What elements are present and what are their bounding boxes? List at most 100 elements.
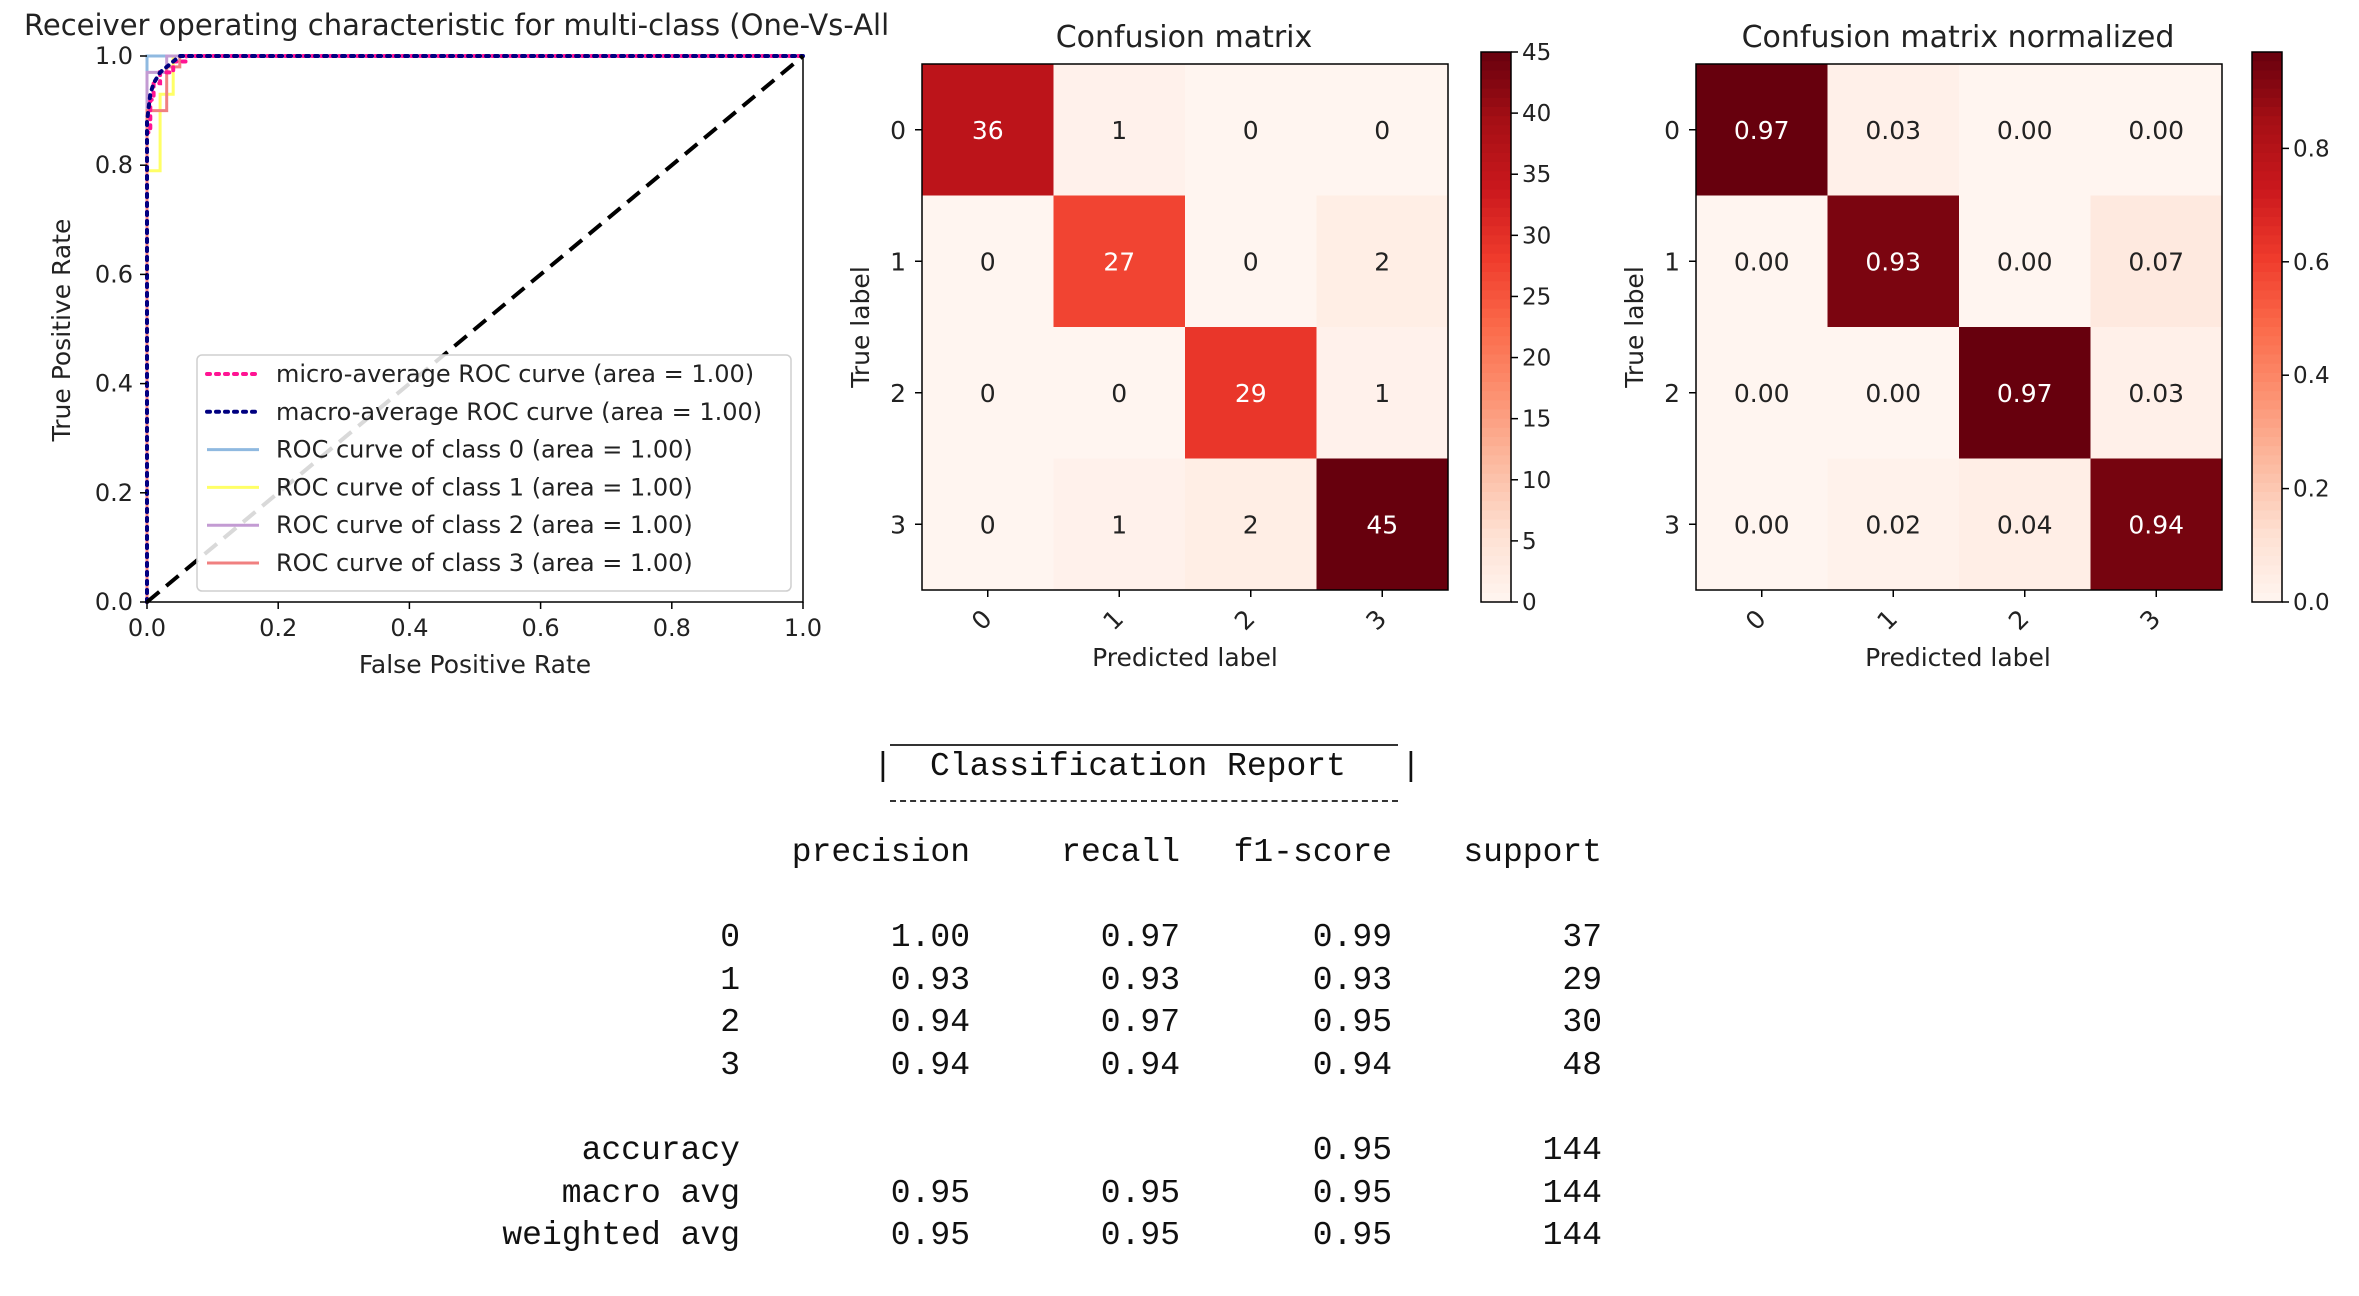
cm-colorbar-segment bbox=[1481, 363, 1511, 374]
cmn-colorbar-segment bbox=[2252, 592, 2282, 603]
cm-cell-label: 0 bbox=[980, 510, 996, 539]
roc-x-label: False Positive Rate bbox=[359, 650, 591, 679]
roc-reference-line bbox=[145, 54, 805, 604]
cmn-cell bbox=[1827, 327, 1960, 459]
cmn-cell-label: 0.00 bbox=[1734, 379, 1790, 408]
cm-colorbar-segment bbox=[1481, 162, 1511, 172]
cm-colorbar-segment bbox=[1481, 473, 1511, 484]
cm-y-label: True label bbox=[846, 266, 875, 389]
roc-y-ticks: 0.0 0.2 0.4 0.6 0.8 1.0 bbox=[95, 42, 147, 616]
cmn-cell bbox=[1959, 64, 2091, 196]
cmn-y-tick-label: 1 bbox=[1664, 247, 1680, 276]
cm-cells: 36 1 0 0 0 27 0 2 0 0 29 1 0 1 2 45 bbox=[922, 64, 1449, 591]
cm-cell-label: 45 bbox=[1366, 510, 1398, 539]
cmn-colorbar-segment bbox=[2252, 52, 2282, 62]
cm-cell-label: 0 bbox=[1374, 116, 1390, 145]
roc-x-tick-label: 0.6 bbox=[522, 614, 560, 642]
cm-colorbar-segment bbox=[1481, 537, 1511, 548]
cmn-colorbar-segment bbox=[2252, 519, 2282, 530]
cmn-colorbar-segment bbox=[2252, 382, 2282, 392]
cmn-colorbar-segment bbox=[2252, 79, 2282, 90]
cmn-colorbar-segment bbox=[2252, 88, 2282, 99]
cm-colorbar-tick-label: 10 bbox=[1522, 468, 1551, 494]
cm-x-tick-label: 3 bbox=[1360, 604, 1392, 636]
cm-colorbar-segment bbox=[1481, 52, 1511, 62]
cm-colorbar-tick-label: 20 bbox=[1522, 346, 1551, 372]
cmn-colorbar-segment bbox=[2252, 455, 2282, 466]
cmn-cells: 0.97 0.03 0.00 0.00 0.00 0.93 0.00 0.07 0.00 0.00… bbox=[1696, 64, 2223, 591]
cm-cell bbox=[1185, 64, 1317, 196]
roc-legend-label-1: macro-average ROC curve (area = 1.00) bbox=[276, 398, 762, 426]
cm-x-tick-label: 2 bbox=[1229, 604, 1261, 636]
cm-frame bbox=[921, 63, 1449, 591]
cm-colorbar-segment bbox=[1481, 409, 1511, 420]
cm-cell-label: 1 bbox=[1374, 379, 1390, 408]
cm-colorbar-segment bbox=[1481, 207, 1511, 218]
cm-cell-label: 0 bbox=[980, 379, 996, 408]
cm-cell bbox=[1185, 458, 1317, 591]
cmn-colorbar-segment bbox=[2252, 244, 2282, 255]
roc-legend-label-2: ROC curve of class 0 (area = 1.00) bbox=[276, 436, 693, 464]
cmn-colorbar-segment bbox=[2252, 61, 2282, 71]
confusion-matrix-normalized-chart: Confusion matrix normalized 0.97 0.03 0.00… bbox=[1620, 20, 2330, 672]
cm-x-label: Predicted label bbox=[1092, 643, 1278, 672]
cmn-colorbar-segment bbox=[2252, 125, 2282, 136]
cmn-colorbar-segment bbox=[2252, 482, 2282, 493]
cmn-x-tick-label: 0 bbox=[1740, 604, 1772, 636]
cmn-colorbar-segment bbox=[2252, 189, 2282, 200]
cm-colorbar-segment bbox=[1481, 556, 1511, 566]
cmn-cell-label: 0.02 bbox=[1865, 510, 1921, 539]
cmn-colorbar-segment bbox=[2252, 583, 2282, 594]
cm-colorbar-segment bbox=[1481, 152, 1511, 163]
cmn-colorbar-segment bbox=[2252, 473, 2282, 484]
cmn-colorbar-segment bbox=[2252, 363, 2282, 374]
cm-colorbar-segment bbox=[1481, 107, 1511, 117]
cm-cell bbox=[922, 64, 1054, 196]
cm-colorbar-segment bbox=[1481, 455, 1511, 466]
cm-colorbar-segment bbox=[1481, 583, 1511, 594]
cm-cell bbox=[922, 195, 1054, 328]
cm-colorbar-tick-label: 40 bbox=[1522, 101, 1551, 127]
cmn-colorbar-segment bbox=[2252, 547, 2282, 557]
cmn-colorbar-segment bbox=[2252, 354, 2282, 365]
cmn-colorbar-segment bbox=[2252, 162, 2282, 172]
roc-title: Receiver operating characteristic for mu… bbox=[24, 8, 889, 42]
cmn-cell-label: 0.00 bbox=[1997, 247, 2053, 276]
cm-cell bbox=[1053, 327, 1186, 459]
cm-colorbar-segment bbox=[1481, 79, 1511, 90]
cmn-colorbar-segment bbox=[2252, 281, 2282, 291]
cm-colorbar-segment bbox=[1481, 464, 1511, 475]
cm-colorbar: 0 5 10 15 20 25 30 35 40 45 bbox=[1480, 40, 1551, 616]
cmn-cell-label: 0.93 bbox=[1865, 247, 1921, 276]
cm-x-tick-label: 1 bbox=[1097, 604, 1129, 636]
cm-colorbar-frame bbox=[1480, 51, 1512, 603]
cm-cell-label: 36 bbox=[972, 116, 1004, 145]
cmn-colorbar-segment bbox=[2252, 574, 2282, 585]
cmn-cell bbox=[1696, 195, 1828, 328]
cm-colorbar-tick-label: 35 bbox=[1522, 162, 1551, 188]
cmn-colorbar-segment bbox=[2252, 418, 2282, 429]
roc-legend-label-4: ROC curve of class 2 (area = 1.00) bbox=[276, 511, 693, 539]
cm-colorbar-segment bbox=[1481, 61, 1511, 71]
roc-y-tick-label: 1.0 bbox=[95, 42, 133, 70]
cm-colorbar-tick-label: 25 bbox=[1522, 284, 1551, 310]
cmn-colorbar-segment bbox=[2252, 134, 2282, 145]
cmn-colorbar-segment bbox=[2252, 537, 2282, 548]
cm-colorbar-segment bbox=[1481, 308, 1511, 319]
cm-x-tick-label: 0 bbox=[966, 604, 998, 636]
cm-cell-label: 2 bbox=[1374, 247, 1390, 276]
cm-cell bbox=[922, 458, 1054, 591]
roc-y-tick-label: 0.0 bbox=[95, 588, 133, 616]
cmn-colorbar-tick-label: 0.4 bbox=[2293, 363, 2330, 389]
cm-colorbar-segment bbox=[1481, 88, 1511, 99]
cmn-colorbar-tick-label: 0.0 bbox=[2293, 590, 2330, 616]
cm-colorbar-segment bbox=[1481, 372, 1511, 383]
roc-legend-label-5: ROC curve of class 3 (area = 1.00) bbox=[276, 549, 693, 577]
cmn-colorbar-segment bbox=[2252, 327, 2282, 337]
cm-colorbar-segment bbox=[1481, 262, 1511, 273]
roc-legend-box bbox=[196, 354, 792, 592]
roc-x-tick-label: 0.0 bbox=[128, 614, 166, 642]
cm-colorbar-segment bbox=[1481, 336, 1511, 346]
